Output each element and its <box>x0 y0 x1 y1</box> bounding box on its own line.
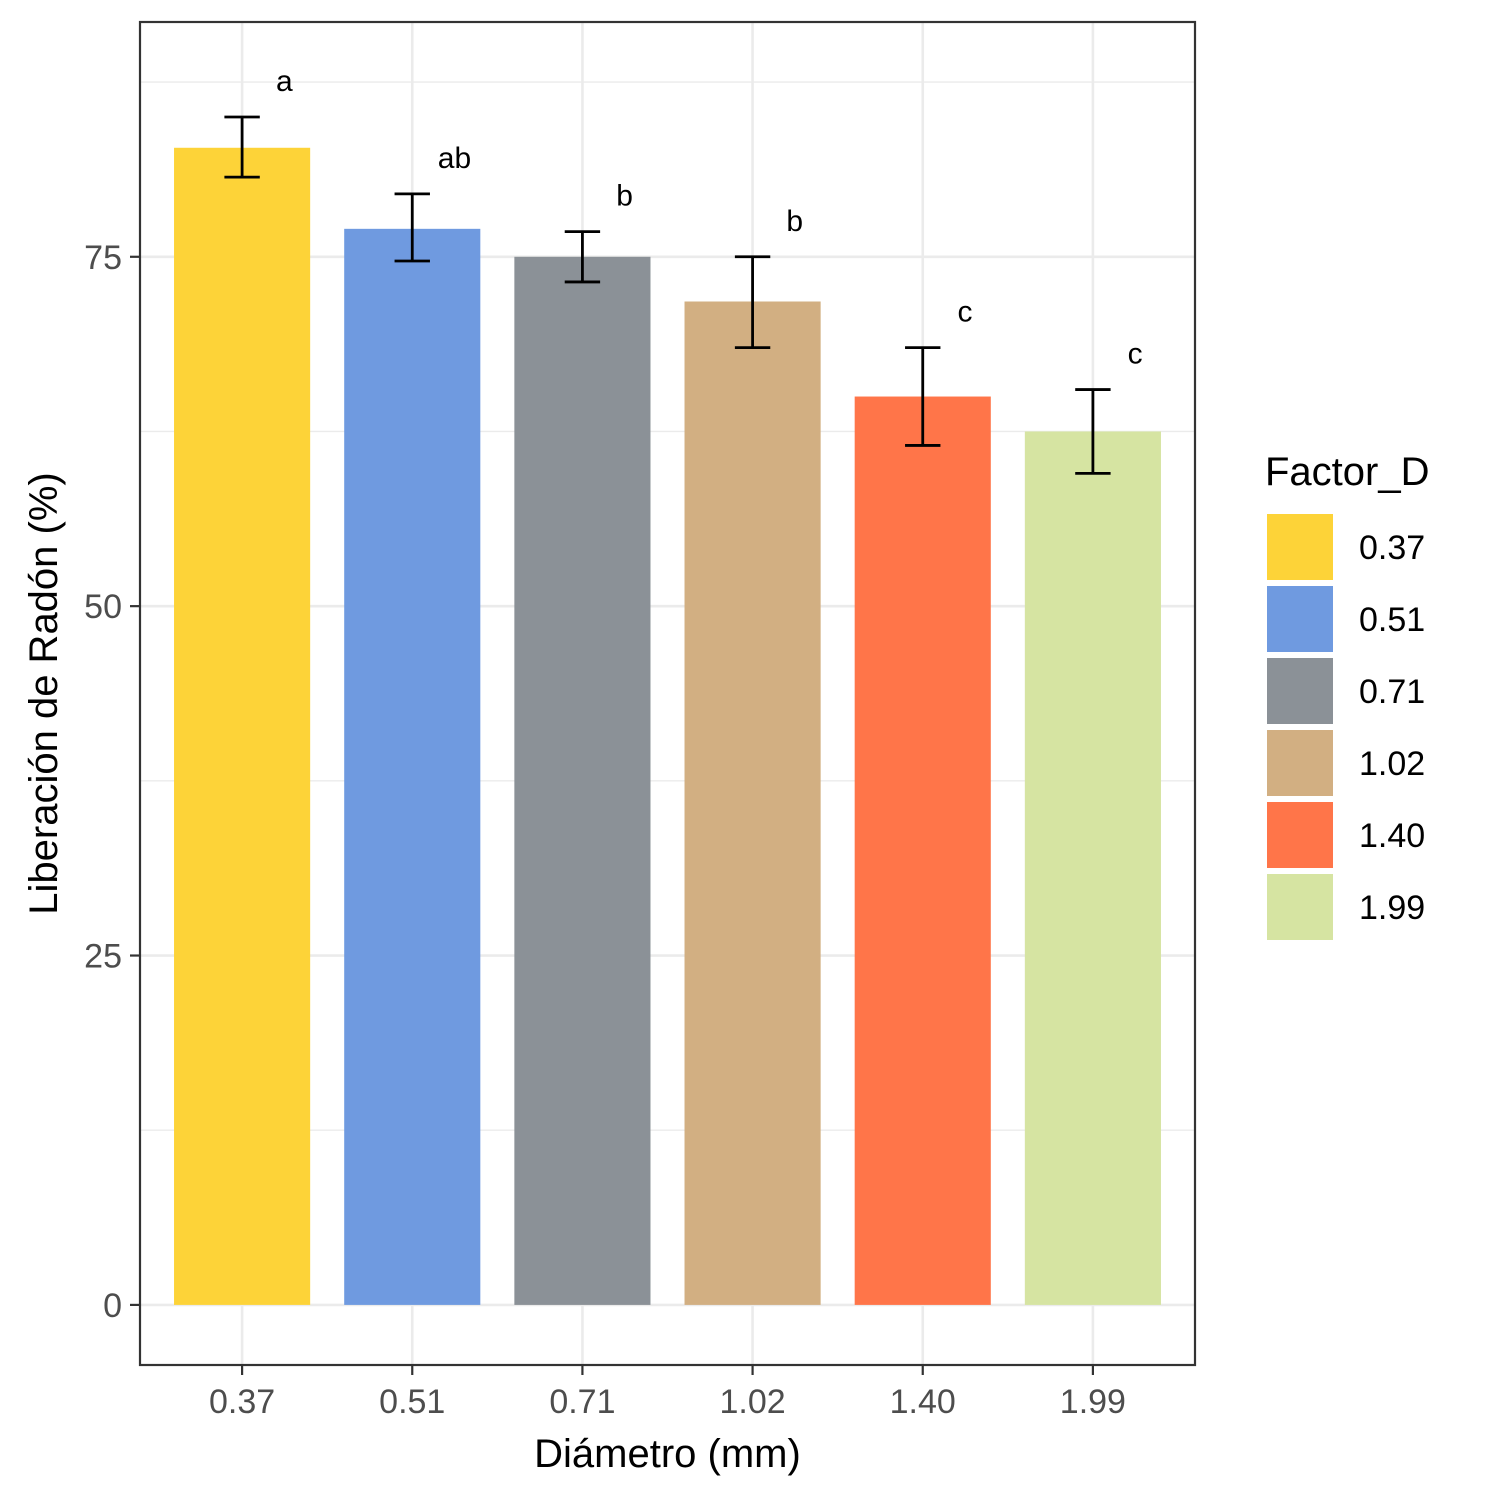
error-bar-0.51 <box>394 192 430 263</box>
error-bar-1.99 <box>1075 388 1111 475</box>
x-tick-label: 1.40 <box>890 1383 956 1421</box>
error-bar-0.37 <box>224 115 260 179</box>
bar-0.51 <box>344 228 481 1305</box>
x-tick-label: 0.51 <box>379 1383 445 1421</box>
error-bar-0.71 <box>564 230 601 284</box>
plot-border <box>138 20 1197 1367</box>
legend-key-0.71 <box>1267 658 1333 724</box>
y-tick-label: 75 <box>84 239 122 277</box>
legend-label-1.99: 1.99 <box>1359 889 1425 927</box>
legend-key-1.02 <box>1267 730 1333 796</box>
error-bars <box>224 115 1111 475</box>
significance-letter-0.71: b <box>616 180 633 213</box>
error-bar-1.40 <box>905 346 941 447</box>
x-tick-label: 0.37 <box>209 1383 275 1421</box>
y-tick-label: 50 <box>84 588 122 626</box>
y-axis-title: Liberación de Radón (%) <box>22 472 66 914</box>
y-tick-label: 25 <box>84 938 122 976</box>
y-tick-label: 0 <box>103 1287 122 1325</box>
legend-key-0.37 <box>1267 514 1333 580</box>
legend-key-1.99 <box>1267 874 1333 940</box>
bar-1.40 <box>854 396 991 1305</box>
legend: Factor_D 0.37 0.51 0.71 1.02 1.40 1.99 <box>1265 450 1430 940</box>
bar-0.71 <box>514 256 651 1305</box>
bars <box>174 147 1161 1305</box>
bar-1.99 <box>1024 431 1161 1305</box>
legend-label-0.71: 0.71 <box>1359 673 1425 711</box>
legend-key-1.40 <box>1267 802 1333 868</box>
legend-label-1.02: 1.02 <box>1359 745 1425 783</box>
legend-title: Factor_D <box>1265 450 1430 494</box>
y-axis: 0 25 50 75 <box>84 239 140 1325</box>
x-tick-label: 1.99 <box>1060 1383 1126 1421</box>
significance-letters: a ab b b c c <box>276 65 1143 371</box>
x-axis-title: Diámetro (mm) <box>534 1432 801 1476</box>
significance-letter-1.40: c <box>957 296 972 329</box>
significance-letter-0.51: ab <box>438 142 471 175</box>
x-axis: 0.37 0.51 0.71 1.02 1.40 1.99 <box>209 1365 1126 1421</box>
significance-letter-0.37: a <box>276 65 293 98</box>
bar-0.37 <box>174 147 311 1305</box>
bar-1.02 <box>684 301 821 1305</box>
legend-label-0.37: 0.37 <box>1359 529 1425 567</box>
plot-panel <box>140 22 1195 1365</box>
error-bar-1.02 <box>734 255 771 350</box>
legend-key-0.51 <box>1267 586 1333 652</box>
legend-label-1.40: 1.40 <box>1359 817 1425 855</box>
legend-label-0.51: 0.51 <box>1359 601 1425 639</box>
significance-letter-1.02: b <box>786 205 803 238</box>
significance-letter-1.99: c <box>1128 338 1143 371</box>
x-tick-label: 1.02 <box>719 1383 785 1421</box>
x-tick-label: 0.71 <box>549 1383 615 1421</box>
